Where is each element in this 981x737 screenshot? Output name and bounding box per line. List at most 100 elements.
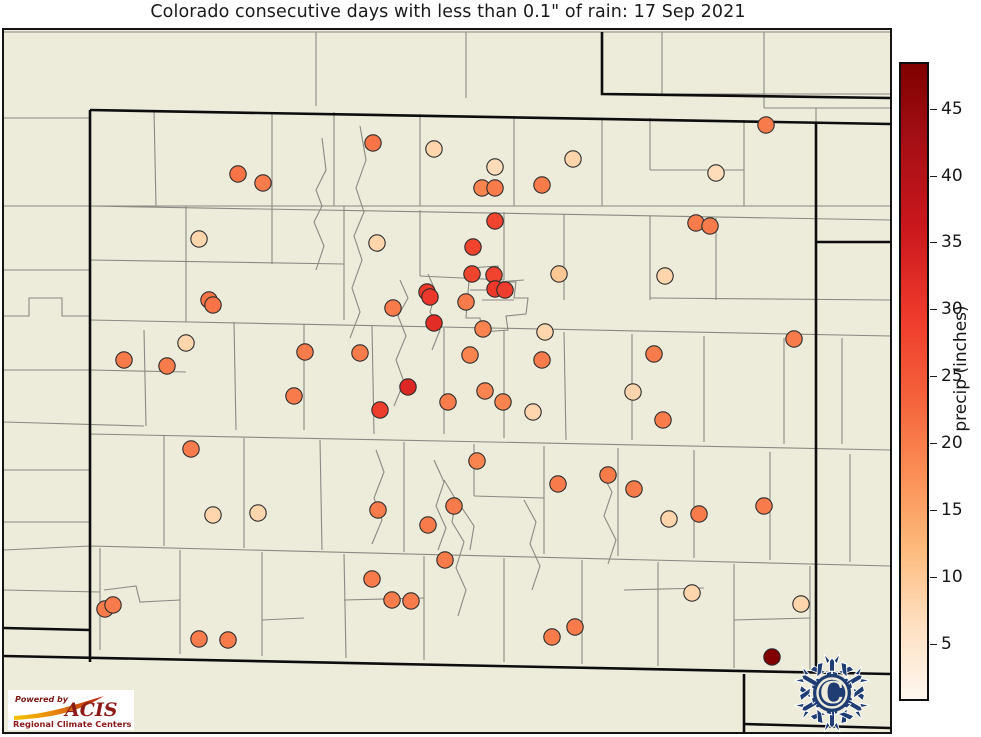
precip-station-marker	[550, 265, 568, 283]
precip-station-marker	[204, 296, 222, 314]
colorbar-gradient	[899, 62, 929, 701]
precip-station-marker	[296, 343, 314, 361]
precip-station-marker	[536, 323, 554, 341]
colorado-climate-center-logo: C	[786, 650, 878, 736]
state-boundaries	[4, 32, 890, 732]
snowflake-letter: C	[820, 676, 844, 711]
acis-swoosh-icon	[14, 696, 104, 720]
precip-station-marker	[351, 344, 369, 362]
precip-station-marker	[368, 234, 386, 252]
precip-station-marker	[421, 288, 439, 306]
colorbar-tick-label: 45	[941, 98, 963, 119]
page-title: Colorado consecutive days with less than…	[150, 2, 746, 22]
precip-station-marker	[476, 382, 494, 400]
precip-station-marker	[624, 383, 642, 401]
map-plot-area	[2, 28, 892, 734]
colorado-county-map	[4, 31, 890, 732]
precip-station-marker	[463, 265, 481, 283]
colorbar-tick-label: 30	[941, 299, 963, 320]
precip-station-marker	[285, 387, 303, 405]
precip-data-points	[96, 116, 810, 666]
precip-station-marker	[549, 475, 567, 493]
precip-station-marker	[363, 570, 381, 588]
acis-logo: Powered by ACIS Regional Climate Centers	[8, 690, 134, 730]
acis-subtitle-text: Regional Climate Centers	[13, 719, 132, 729]
precip-station-marker	[425, 314, 443, 332]
precip-station-marker	[254, 174, 272, 192]
colorbar-tick-label: 15	[941, 499, 963, 520]
colorbar-tick-label: 10	[941, 566, 963, 587]
colorbar-tick-label: 40	[941, 165, 963, 186]
precip-station-marker	[496, 281, 514, 299]
acis-name-text: ACIS	[63, 699, 117, 721]
precip-station-marker	[436, 551, 454, 569]
precip-station-marker	[654, 411, 672, 429]
precip-station-marker	[625, 480, 643, 498]
precip-station-marker	[486, 158, 504, 176]
colorbar-tick-mark	[930, 509, 937, 511]
precip-station-marker	[425, 140, 443, 158]
precip-station-marker	[383, 591, 401, 609]
colorbar-tick-label: 25	[941, 366, 963, 387]
precip-station-marker	[371, 401, 389, 419]
precip-station-marker	[158, 357, 176, 375]
precip-station-marker	[543, 628, 561, 646]
colorbar-tick-mark	[930, 175, 937, 177]
snowflake-icon: C	[794, 653, 870, 733]
precip-station-marker	[755, 497, 773, 515]
precip-station-marker	[464, 238, 482, 256]
precip-station-marker	[219, 631, 237, 649]
acis-powered-by-text: Powered by	[15, 695, 69, 704]
precip-station-marker	[364, 134, 382, 152]
precip-station-marker	[533, 351, 551, 369]
precip-station-marker	[369, 501, 387, 519]
precip-station-marker	[439, 393, 457, 411]
precip-station-marker	[468, 452, 486, 470]
acis-logo-graphic: Powered by ACIS Regional Climate Centers	[8, 690, 134, 730]
precip-station-marker	[190, 230, 208, 248]
precip-station-marker	[249, 504, 267, 522]
precip-station-marker	[599, 466, 617, 484]
colorbar-tick-label: 20	[941, 432, 963, 453]
precip-station-marker	[564, 150, 582, 168]
precip-station-marker	[533, 176, 551, 194]
precip-station-marker	[115, 351, 133, 369]
precip-station-marker	[656, 267, 674, 285]
precip-station-marker	[384, 299, 402, 317]
colorbar-tick-mark	[930, 643, 937, 645]
precip-station-marker	[445, 497, 463, 515]
colorbar-tick-label: 35	[941, 232, 963, 253]
precip-station-marker	[399, 378, 417, 396]
precip-station-marker	[457, 293, 475, 311]
precip-station-marker	[486, 212, 504, 230]
precip-station-marker	[177, 334, 195, 352]
colorbar-tick-mark	[930, 309, 937, 311]
precip-station-marker	[419, 516, 437, 534]
precip-station-marker	[402, 592, 420, 610]
precip-station-marker	[182, 440, 200, 458]
precip-station-marker	[645, 345, 663, 363]
precip-station-marker	[204, 506, 222, 524]
precip-station-marker	[701, 217, 719, 235]
county-boundaries	[4, 31, 890, 670]
colorbar-tick-mark	[930, 442, 937, 444]
precip-station-marker	[566, 618, 584, 636]
precip-station-marker	[524, 403, 542, 421]
precip-station-marker	[486, 179, 504, 197]
precip-station-marker	[757, 116, 775, 134]
precip-station-marker	[229, 165, 247, 183]
precip-station-marker	[190, 630, 208, 648]
colorbar-tick-mark	[930, 576, 937, 578]
colorbar-tick-label: 5	[941, 633, 952, 654]
colorbar: 45 40 35 30 25 20 15 10 5	[899, 62, 963, 701]
precip-station-marker	[660, 510, 678, 528]
precip-station-marker	[494, 393, 512, 411]
colorbar-tick-mark	[930, 376, 937, 378]
precip-station-marker	[104, 596, 122, 614]
precip-station-marker	[474, 320, 492, 338]
precip-station-marker	[707, 164, 725, 182]
precip-station-marker	[792, 595, 810, 613]
precip-station-marker	[461, 346, 479, 364]
precip-station-marker	[683, 584, 701, 602]
colorbar-tick-mark	[930, 108, 937, 110]
